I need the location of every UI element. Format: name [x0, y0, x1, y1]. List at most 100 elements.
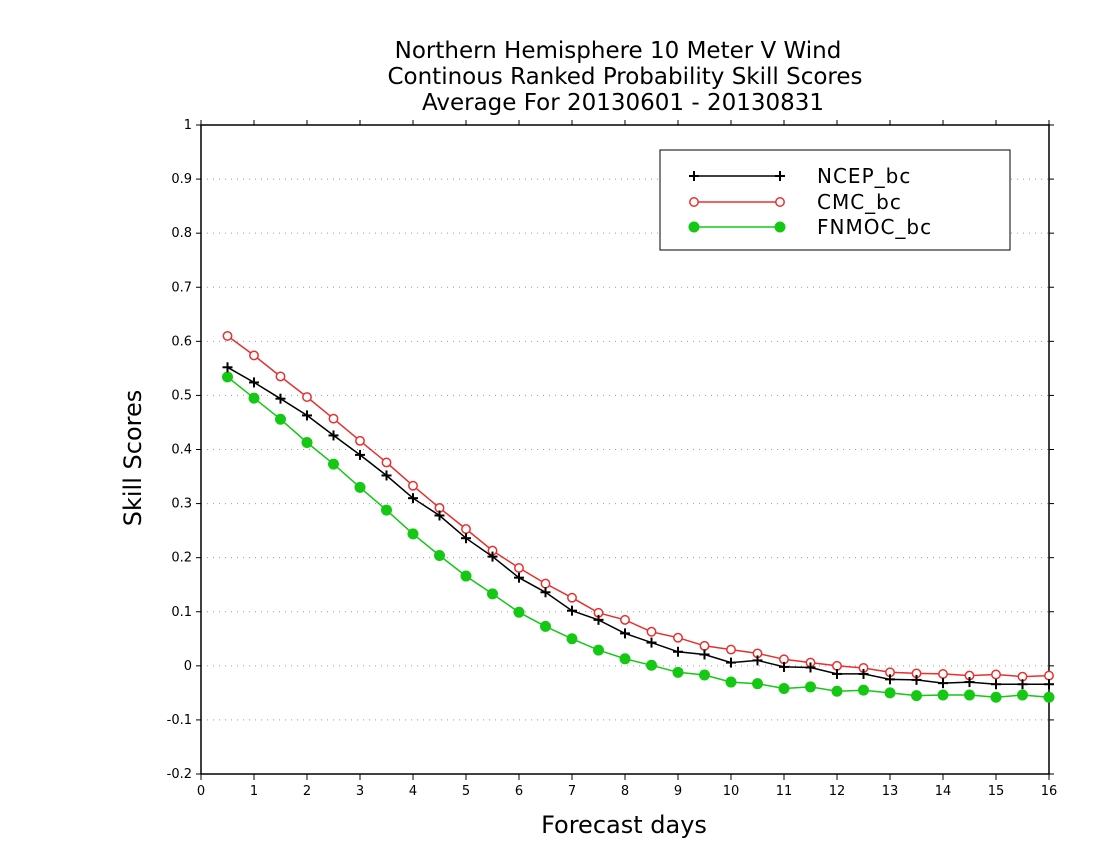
data-point-CMC_bc — [646, 626, 657, 637]
y-tick-label: 0.4 — [171, 443, 192, 458]
data-point-CMC_bc — [355, 435, 365, 446]
x-tick-label: 9 — [674, 784, 682, 799]
data-point-NCEP_bc — [275, 393, 286, 404]
x-tick-label: 3 — [356, 784, 364, 799]
y-tick-label: 0.1 — [171, 605, 192, 620]
data-point-CMC_bc — [461, 524, 471, 534]
data-point-NCEP_bc — [699, 649, 710, 660]
data-point-NCEP_bc — [620, 628, 630, 639]
data-point-NCEP_bc — [381, 470, 392, 481]
legend-marker — [688, 221, 700, 233]
legend-marker — [774, 221, 786, 233]
chart-title: Northern Hemisphere 10 Meter V Wind Cont… — [387, 38, 862, 116]
data-point-CMC_bc — [381, 457, 392, 468]
data-point-FNMOC_bc — [434, 550, 445, 562]
data-point-FNMOC_bc — [911, 690, 922, 702]
data-point-NCEP_bc — [461, 533, 471, 544]
data-point-NCEP_bc — [726, 657, 736, 668]
data-point-CMC_bc — [540, 578, 551, 589]
data-point-FNMOC_bc — [460, 570, 472, 582]
y-tick-label: 0.7 — [171, 280, 192, 295]
data-point-NCEP_bc — [832, 668, 842, 679]
data-point-FNMOC_bc — [725, 676, 737, 688]
x-tick-label: 16 — [1041, 784, 1058, 799]
data-point-NCEP_bc — [938, 678, 948, 689]
data-point-FNMOC_bc — [884, 687, 896, 699]
y-tick-label: 0.6 — [171, 334, 192, 349]
data-point-FNMOC_bc — [513, 606, 525, 618]
series-line-CMC_bc — [227, 335, 1050, 678]
data-point-CMC_bc — [275, 371, 286, 382]
data-point-NCEP_bc — [805, 662, 816, 673]
x-tick-label: 15 — [988, 784, 1005, 799]
data-point-NCEP_bc — [673, 646, 683, 657]
data-point-CMC_bc — [567, 592, 577, 603]
data-point-FNMOC_bc — [248, 392, 260, 404]
data-point-NCEP_bc — [222, 362, 233, 373]
series-CMC_bc — [222, 330, 1054, 682]
data-point-FNMOC_bc — [566, 633, 578, 645]
title-line-2: Continous Ranked Probability Skill Score… — [387, 64, 862, 90]
data-point-FNMOC_bc — [222, 371, 233, 383]
series-line-FNMOC_bc — [227, 376, 1050, 698]
data-point-CMC_bc — [249, 350, 259, 361]
data-point-FNMOC_bc — [831, 685, 843, 697]
y-tick-label: 0 — [184, 659, 192, 674]
x-axis-label: Forecast days — [541, 811, 707, 839]
data-point-FNMOC_bc — [990, 691, 1002, 703]
data-point-FNMOC_bc — [381, 504, 392, 516]
data-point-NCEP_bc — [567, 605, 577, 616]
x-tick-label: 6 — [515, 784, 523, 799]
x-tick-label: 11 — [776, 784, 793, 799]
data-point-FNMOC_bc — [752, 678, 763, 690]
data-point-NCEP_bc — [911, 674, 922, 685]
data-point-NCEP_bc — [434, 510, 445, 521]
x-tick-label: 7 — [568, 784, 576, 799]
data-point-FNMOC_bc — [937, 689, 949, 701]
data-point-CMC_bc — [726, 644, 736, 655]
data-point-FNMOC_bc — [805, 681, 816, 693]
x-tick-label: 0 — [197, 784, 205, 799]
y-tick-label: 0.5 — [171, 388, 192, 403]
data-point-CMC_bc — [699, 640, 710, 651]
y-tick-label: 0.9 — [171, 172, 192, 187]
data-point-FNMOC_bc — [619, 653, 631, 665]
data-point-NCEP_bc — [752, 655, 763, 666]
data-point-NCEP_bc — [408, 493, 418, 504]
data-point-CMC_bc — [1044, 670, 1054, 681]
data-point-FNMOC_bc — [1017, 689, 1028, 701]
data-point-FNMOC_bc — [1043, 691, 1055, 703]
series-FNMOC_bc — [222, 371, 1055, 703]
legend-entry-FNMOC_bc: FNMOC_bc — [688, 215, 931, 239]
data-point-NCEP_bc — [964, 677, 975, 688]
data-point-CMC_bc — [408, 480, 418, 491]
legend-box — [659, 149, 1011, 251]
title-line-1: Northern Hemisphere 10 Meter V Wind — [395, 38, 842, 64]
data-point-CMC_bc — [620, 614, 630, 625]
x-tick-label: 1 — [250, 784, 258, 799]
legend-marker — [775, 171, 785, 181]
x-tick-label: 13 — [882, 784, 899, 799]
data-point-NCEP_bc — [487, 551, 498, 562]
data-point-NCEP_bc — [1017, 679, 1028, 690]
y-tick-label: 1 — [184, 118, 192, 133]
data-point-FNMOC_bc — [778, 683, 790, 695]
data-point-CMC_bc — [832, 660, 842, 671]
x-tick-label: 12 — [829, 784, 846, 799]
data-point-CMC_bc — [991, 669, 1001, 680]
series-NCEP_bc — [222, 362, 1054, 690]
legend-marker — [775, 197, 785, 207]
data-point-FNMOC_bc — [354, 481, 366, 493]
y-tick-label: 0.2 — [171, 551, 192, 566]
data-point-NCEP_bc — [885, 674, 895, 685]
y-tick-label: -0.2 — [167, 767, 192, 782]
y-axis-label: Skill Scores — [119, 390, 147, 527]
gridlines — [201, 178, 1049, 721]
legend-entry-CMC_bc: CMC_bc — [689, 190, 901, 214]
data-point-FNMOC_bc — [964, 689, 975, 701]
legend-entry-NCEP_bc: NCEP_bc — [689, 164, 910, 188]
data-point-FNMOC_bc — [275, 413, 286, 425]
legend-marker — [689, 171, 699, 181]
data-point-CMC_bc — [328, 413, 339, 424]
